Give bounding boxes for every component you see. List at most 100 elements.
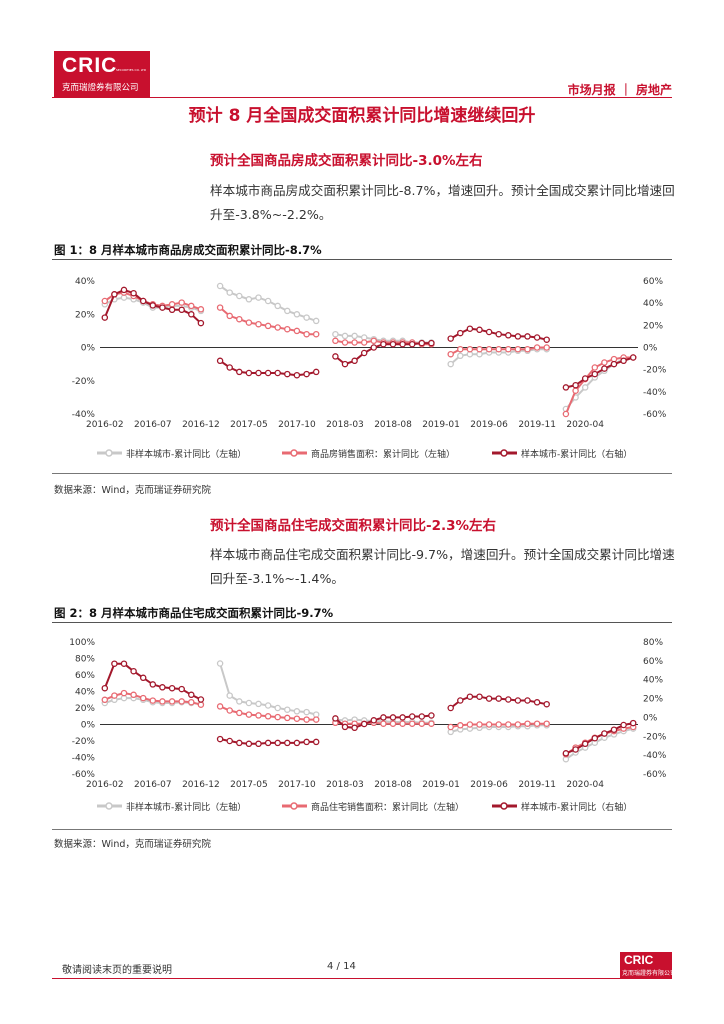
- page-title: 预计 8 月全国成交面积累计同比增速继续回升: [188, 106, 536, 126]
- series-2-point: [351, 724, 358, 732]
- series-1-point: [101, 297, 109, 305]
- series-2-point: [514, 333, 522, 340]
- logo-text: CRIC: [62, 54, 118, 77]
- left-axis-tick-label: -40%: [72, 754, 96, 764]
- series-2-point: [264, 739, 272, 747]
- series-1-point: [332, 337, 339, 345]
- series-2-point: [293, 371, 301, 379]
- series-2-point: [284, 739, 291, 747]
- x-axis-tick-label: 2017-05: [230, 420, 268, 430]
- series-1-point: [130, 691, 137, 699]
- series-2-point: [408, 340, 416, 348]
- series-0-point: [457, 352, 464, 360]
- series-1-point: [524, 345, 531, 353]
- series-2-point: [601, 365, 608, 372]
- series-2-point: [245, 369, 253, 377]
- legend-marker-grey: [105, 449, 113, 457]
- series-2-point: [581, 740, 589, 748]
- series-0-point: [303, 708, 310, 716]
- x-axis-tick-label: 2017-05: [230, 780, 268, 790]
- series-1-point: [505, 721, 512, 728]
- legend2-marker-dark: [500, 802, 508, 810]
- series-1-point: [408, 720, 416, 727]
- footer-divider: [52, 978, 672, 979]
- series-1-point: [457, 345, 464, 353]
- left-axis-tick-label: 60%: [75, 671, 95, 681]
- chart2-svg: 100% 80% 60% 40% 20% 0% -20% -40% -60% 80% 60% 40% 2…: [69, 638, 666, 813]
- series-0-point: [236, 698, 243, 705]
- footer-logo-subtext: 克而瑞證券有限公司: [622, 970, 677, 977]
- series-2-point: [370, 717, 378, 724]
- series-2-point: [139, 297, 147, 305]
- right-axis-tick-label: 0%: [643, 344, 658, 354]
- series-1-point: [293, 715, 301, 722]
- chart2-legend-label-0: 非样本城市-累计同比（左轴）: [126, 801, 246, 813]
- series-0-point: [293, 311, 301, 318]
- header-section-label: 市场月报 ｜ 房地产: [567, 83, 672, 97]
- left-axis-tick-label: 100%: [69, 638, 95, 648]
- series-2-point: [581, 375, 589, 382]
- figure2-title: 图 2：8 月样本城市商品住宅成交面积累计同比-9.7%: [54, 606, 334, 620]
- series-2-point: [101, 684, 109, 692]
- section2-subtitle: 预计全国商品住宅成交面积累计同比-2.3%左右: [210, 518, 497, 534]
- series-1-point: [514, 345, 522, 353]
- series-1-point: [543, 720, 550, 727]
- x-axis-tick-label: 2018-08: [374, 420, 412, 430]
- series-2-point: [408, 713, 416, 720]
- series-2-point: [341, 723, 349, 731]
- series-2-point: [591, 734, 599, 742]
- left-axis-tick-label: -60%: [72, 770, 96, 780]
- right-axis-tick-label: 0%: [643, 713, 658, 723]
- series-0-point: [226, 692, 233, 699]
- right-axis-tick-label: 60%: [643, 657, 663, 667]
- series-1-point: [485, 345, 493, 353]
- series-2-point: [226, 364, 233, 371]
- series-1-point: [274, 324, 281, 331]
- x-axis-tick-label: 2019-01: [422, 780, 460, 790]
- series-1-point: [495, 721, 502, 728]
- series-1-point: [236, 709, 243, 717]
- series-2-point: [168, 306, 176, 314]
- series-1-point: [399, 720, 406, 727]
- right-axis-tick-label: -20%: [643, 366, 667, 376]
- series-2-point: [197, 319, 205, 327]
- series-2-point: [610, 726, 618, 733]
- page-number: 4 / 14: [327, 961, 356, 972]
- series-2-point: [149, 302, 157, 309]
- section2-paragraph: 样本城市商品住宅成交面积累计同比-9.7%，增速回升。预计全国成交累计同比增速回…: [210, 547, 675, 586]
- series-2-point: [533, 334, 541, 341]
- series-1-point: [274, 713, 281, 721]
- right-axis-tick-label: -60%: [643, 410, 667, 420]
- series-0-point: [226, 289, 233, 296]
- series-2-point: [399, 340, 406, 348]
- x-axis-tick-label: 2019-01: [422, 420, 460, 430]
- series-0-point: [284, 307, 291, 315]
- series-2-point: [236, 368, 243, 376]
- series-1-point: [303, 330, 310, 338]
- series-2-point: [572, 381, 579, 389]
- series-2-point: [533, 699, 541, 706]
- series-1-line: [219, 306, 317, 336]
- series-2-point: [495, 695, 502, 702]
- x-axis-tick-label: 2018-03: [326, 780, 364, 790]
- section1-paragraph: 样本城市商品房成交面积累计同比-8.7%，增速回升。预计全国成交累计同比增速回升…: [210, 183, 675, 222]
- series-1-point: [293, 327, 301, 335]
- x-axis-tick-label: 2020-04: [566, 780, 604, 790]
- chart2-legend-label-2: 样本城市-累计同比（右轴）: [521, 801, 632, 813]
- series-2-point: [562, 750, 570, 757]
- chart2-legend-label-1: 商品住宅销售面积：累计同比（左轴）: [311, 801, 464, 813]
- series-2-point: [188, 691, 195, 699]
- series-1-point: [216, 703, 224, 710]
- series-2-point: [620, 357, 627, 365]
- left-axis-tick-label: -40%: [72, 410, 96, 420]
- series-2-point: [514, 697, 522, 704]
- series-1-point: [351, 339, 358, 346]
- series-2-point: [629, 354, 637, 361]
- series-2-point: [101, 314, 109, 321]
- series-2-point: [159, 684, 166, 691]
- series-2-point: [188, 311, 195, 318]
- series-2-point: [351, 357, 358, 365]
- series-2-point: [139, 674, 147, 682]
- series-2-point: [303, 738, 310, 746]
- series-1-point: [178, 698, 185, 705]
